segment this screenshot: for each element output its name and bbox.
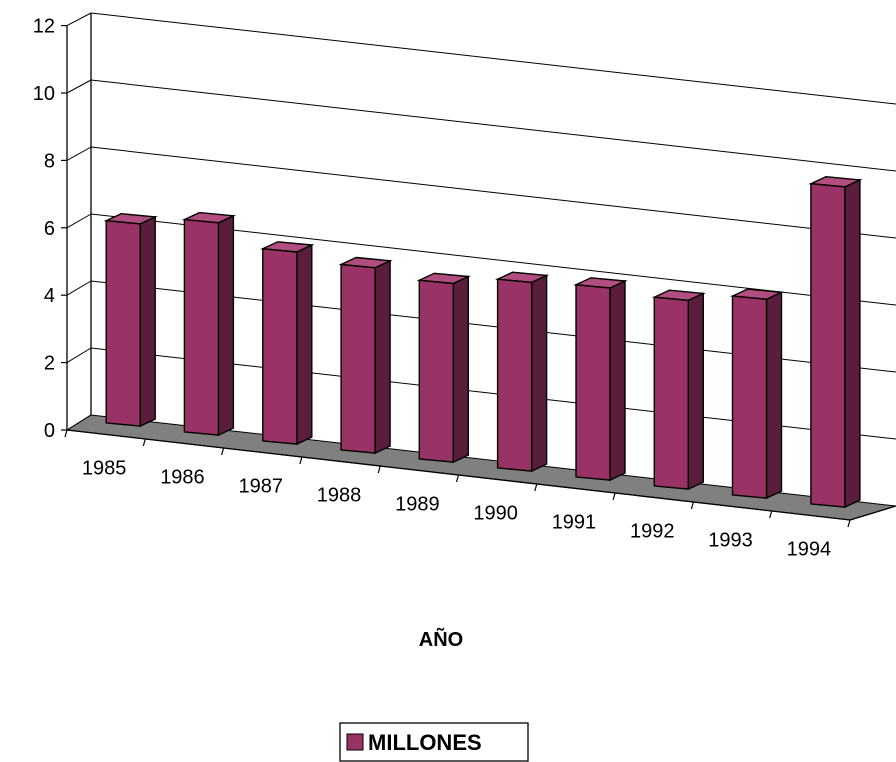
bar-1992 [651, 289, 706, 491]
legend-label-millones: MILLONES [368, 730, 482, 755]
bar-series [103, 175, 863, 509]
gridline [90, 146, 896, 239]
x-tick-mark [221, 447, 225, 456]
gridline-side [66, 414, 92, 431]
gridline-side [66, 79, 92, 94]
bar-side [687, 292, 704, 491]
bar-front [575, 284, 611, 481]
x-axis: 1985 1986 1987 1988 1989 1990 1991 1992 1993 1994 [64, 429, 851, 561]
bar-side [452, 275, 469, 464]
x-tick-label: 1993 [708, 530, 753, 552]
x-tick-mark [64, 429, 68, 438]
gridline-side [66, 146, 92, 161]
bar-1990 [494, 271, 550, 473]
bar-side [609, 279, 626, 482]
bar-front [653, 296, 689, 490]
x-tick-label: 1986 [160, 467, 205, 489]
bar-front [183, 218, 220, 436]
bar-1994 [808, 175, 863, 509]
bar-1986 [181, 211, 237, 437]
x-tick-mark [769, 510, 773, 519]
legend: MILLONES [339, 722, 529, 762]
y-tick-label: 4 [44, 285, 55, 307]
x-tick-label: 1985 [82, 458, 127, 480]
bar-side [296, 243, 313, 446]
x-tick-label: 1994 [787, 539, 832, 561]
y-tick-label: 12 [33, 16, 55, 38]
bar-1993 [729, 288, 785, 500]
legend-swatch-millones [346, 733, 364, 751]
bar-side [530, 274, 548, 473]
x-tick-mark [299, 456, 303, 465]
x-tick-mark [534, 483, 538, 492]
bar-1988 [338, 256, 393, 455]
x-tick-label: 1992 [630, 521, 675, 543]
x-tick-label: 1990 [473, 503, 518, 525]
x-tick-mark [847, 519, 851, 528]
x-axis-label: AÑO [419, 628, 463, 651]
bar-front [340, 263, 376, 454]
bar-front [262, 248, 298, 445]
x-tick-label: 1989 [395, 494, 440, 516]
floor-right-edge [849, 505, 896, 521]
gridline-side [66, 347, 92, 364]
x-tick-mark [690, 501, 694, 510]
gridline-side [66, 213, 92, 229]
x-tick-mark [377, 465, 381, 474]
x-tick-label: 1987 [239, 476, 284, 498]
bar-1987 [260, 241, 315, 446]
bar-side [844, 178, 861, 509]
bar-side [139, 215, 156, 428]
bar-1985 [103, 212, 158, 428]
bar-1989 [416, 272, 471, 464]
bar-side [374, 259, 391, 455]
gridline [90, 12, 896, 105]
y-tick-label: 10 [33, 83, 55, 105]
bar-side [765, 291, 783, 500]
y-axis: 0 2 4 6 8 10 12 [33, 16, 67, 442]
gridline [90, 79, 896, 172]
legend-box [339, 722, 529, 762]
x-tick-mark [612, 492, 616, 501]
bar-front [810, 182, 846, 508]
y-tick-label: 2 [44, 353, 55, 375]
bar-side [217, 214, 235, 437]
bar-front [731, 295, 768, 499]
y-tick-label: 8 [44, 150, 55, 172]
gridline-side [66, 12, 92, 27]
bar-front [496, 278, 533, 472]
y-tick-label: 6 [44, 218, 55, 240]
y-tick-label: 0 [44, 420, 55, 442]
x-tick-label: 1988 [317, 485, 362, 507]
x-tick-mark [142, 438, 146, 447]
x-tick-label: 1991 [552, 512, 597, 534]
bar-front [105, 219, 141, 427]
x-tick-mark [455, 474, 460, 483]
bar-front [418, 279, 454, 463]
bar-1991 [573, 277, 628, 482]
gridline-side [66, 280, 92, 296]
